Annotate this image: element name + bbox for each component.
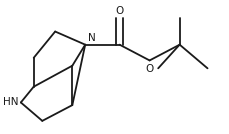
Text: O: O <box>115 6 124 16</box>
Text: N: N <box>88 33 95 43</box>
Text: HN: HN <box>3 97 19 107</box>
Text: O: O <box>145 64 154 74</box>
